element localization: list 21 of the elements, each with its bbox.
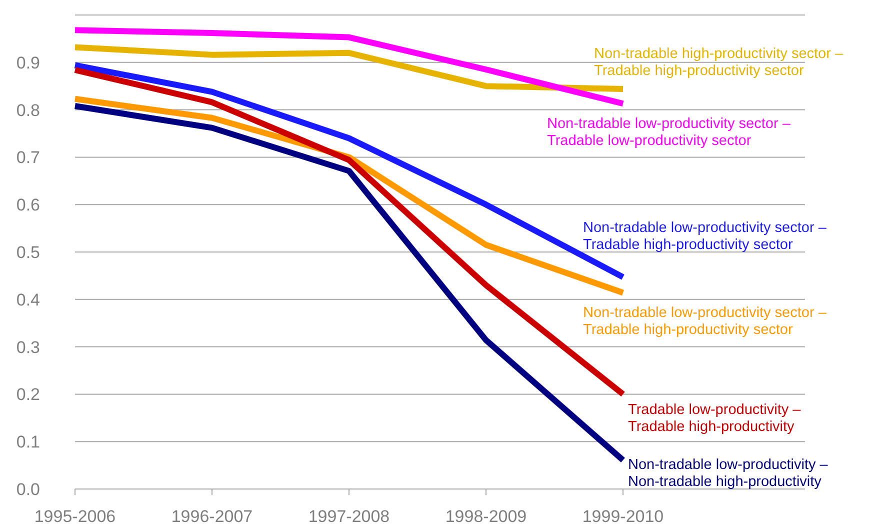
x-tick-label: 1995-2006 [34,507,116,526]
text: Non-tradable low-productivity sector – Tradable low-productivity sector [547,116,792,149]
y-tick-label: 0.1 [16,432,40,452]
x-tick-label: 1996-2007 [171,507,253,526]
y-tick-label: 0.9 [16,53,40,72]
x-tick-label: 1997-2008 [308,507,390,526]
x-tick-label: 1998-2009 [445,507,527,526]
y-tick-label: 0.5 [16,242,40,262]
y-tick-label: 0.0 [16,480,40,499]
y-tick-label: 0.7 [16,148,40,168]
series-label: Non-tradable low-productivity sector – Tradable high-productivity sector [583,220,828,253]
x-tick-label: 1999-2010 [582,507,664,526]
y-tick-label: 0.6 [16,196,40,215]
series-label: Non-tradable low-productivity sector – Tradable high-productivity sector [583,305,828,338]
series-label: Non-tradable low-productivity – Non-tradable high-productivity [628,457,829,490]
y-tick-label: 0.4 [16,290,40,310]
y-tick-label: 0.3 [16,338,40,357]
y-tick-label: 0.8 [16,100,40,120]
series-label: Tradable low-productivity – Tradable high-productivity [628,402,802,435]
series-label: Non-tradable high-productivity sector – Tradable high-productivity sector [594,46,844,79]
y-tick-label: 0.2 [16,385,40,404]
